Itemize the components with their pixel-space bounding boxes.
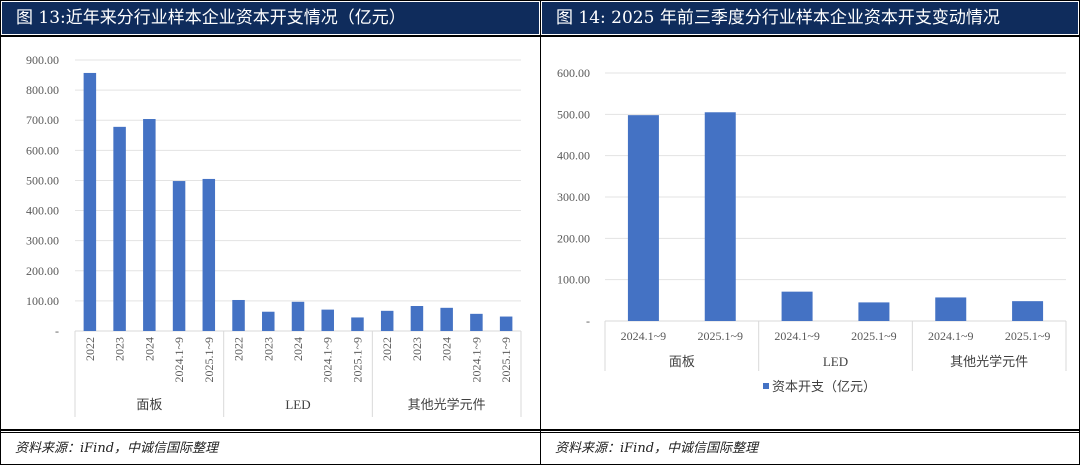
y-tick-label: 400.00 xyxy=(557,149,590,163)
y-tick-label: 200.00 xyxy=(557,231,590,245)
x-group-label: 面板 xyxy=(136,398,162,413)
bar xyxy=(202,178,216,331)
y-tick-label: 600.00 xyxy=(26,143,59,157)
figure-13-chart: - 100.00 200.00 300.00 400.00 500.00 600.00 700… xyxy=(1,37,540,429)
figure-13-title: 图 13:近年来分行业样本企业资本开支情况（亿元） xyxy=(2,2,539,34)
y-tick-label: 700.00 xyxy=(26,113,59,127)
bar xyxy=(83,72,97,331)
legend-label: 资本开支（亿元） xyxy=(772,380,876,395)
y-tick-label: 200.00 xyxy=(26,264,59,278)
bar xyxy=(440,307,453,331)
bar-chart-capex-change: - 100.00 200.00 300.00 400.00 500.00 600.00 202… xyxy=(557,66,1067,395)
bar xyxy=(410,306,424,331)
y-tick-label: 900.00 xyxy=(26,53,59,67)
bar xyxy=(351,317,364,331)
y-tick-label: - xyxy=(55,324,59,338)
bar-chart-capex-by-industry: - 100.00 200.00 300.00 400.00 500.00 600.00 700… xyxy=(26,53,522,417)
y-tick-label: - xyxy=(586,314,590,328)
x-category-label: 2023 xyxy=(261,337,275,361)
bar xyxy=(113,126,126,331)
bar xyxy=(781,291,813,321)
figure-14-chart: - 100.00 200.00 300.00 400.00 500.00 600.00 202… xyxy=(541,37,1079,429)
x-category-label: 2023 xyxy=(410,337,424,361)
title-divider xyxy=(541,35,1079,37)
y-tick-label: 100.00 xyxy=(557,273,590,287)
y-tick-label: 300.00 xyxy=(557,190,590,204)
y-tick-label: 800.00 xyxy=(26,83,59,97)
x-category-label: 2024.1~9 xyxy=(621,329,667,343)
x-group-label: LED xyxy=(823,354,848,369)
x-group-label: 面板 xyxy=(669,355,695,370)
x-category-label: 2025.1~9 xyxy=(350,337,364,383)
x-category-label: 2024.1~9 xyxy=(774,329,820,343)
x-category-label: 2022 xyxy=(83,337,97,361)
x-category-label: 2023 xyxy=(113,337,127,361)
x-category-label: 2024.1~9 xyxy=(928,329,974,343)
x-group-label: LED xyxy=(285,397,310,412)
x-category-label: 2025.1~9 xyxy=(698,329,744,343)
x-category-label: 2024.1~9 xyxy=(172,337,186,383)
bar xyxy=(858,302,890,321)
x-category-label: 2024 xyxy=(440,337,454,361)
x-category-label: 2024 xyxy=(142,337,156,361)
bar xyxy=(172,181,186,331)
x-category-label: 2025.1~9 xyxy=(1005,329,1050,343)
bar xyxy=(321,309,334,331)
bar xyxy=(143,119,156,331)
y-tick-label: 400.00 xyxy=(26,204,59,218)
bar xyxy=(291,301,305,331)
y-tick-label: 500.00 xyxy=(557,107,590,121)
figure-14-panel: 图 14: 2025 年前三季度分行业样本企业资本开支变动情况 - 100.00 2… xyxy=(540,0,1080,465)
bar xyxy=(232,299,245,331)
x-category-label: 2024.1~9 xyxy=(321,337,335,383)
bar xyxy=(704,112,736,322)
x-group-label: 其他光学元件 xyxy=(408,397,486,413)
figure-14-source: 资料来源：iFind，中诚信国际整理 xyxy=(555,441,759,456)
figure-13-panel: 图 13:近年来分行业样本企业资本开支情况（亿元） - 100.00 200.00 3… xyxy=(0,0,541,465)
x-category-label: 2025.1~9 xyxy=(851,329,897,343)
source-divider xyxy=(1,429,540,433)
bar xyxy=(380,310,394,331)
y-tick-label: 100.00 xyxy=(26,294,59,308)
figure-13-source: 资料来源：iFind，中诚信国际整理 xyxy=(15,441,219,456)
source-divider xyxy=(541,429,1079,433)
y-tick-label: 500.00 xyxy=(26,173,59,187)
x-category-label: 2025.1~9 xyxy=(499,337,513,383)
x-category-label: 2025.1~9 xyxy=(202,337,216,383)
x-category-label: 2022 xyxy=(232,337,246,361)
figure-14-title: 图 14: 2025 年前三季度分行业样本企业资本开支变动情况 xyxy=(542,2,1078,34)
bar xyxy=(499,316,513,331)
bar xyxy=(1012,301,1044,321)
bar xyxy=(627,115,659,321)
bar xyxy=(262,311,275,331)
x-category-label: 2024.1~9 xyxy=(469,337,483,383)
x-category-label: 2024 xyxy=(291,337,305,361)
bar xyxy=(470,313,483,331)
title-divider xyxy=(1,35,540,37)
y-tick-label: 600.00 xyxy=(557,66,590,80)
legend-swatch-icon xyxy=(763,383,769,389)
bar xyxy=(935,297,967,321)
x-group-label: 其他光学元件 xyxy=(950,354,1028,370)
x-category-label: 2022 xyxy=(380,337,394,361)
y-tick-label: 300.00 xyxy=(26,234,59,248)
